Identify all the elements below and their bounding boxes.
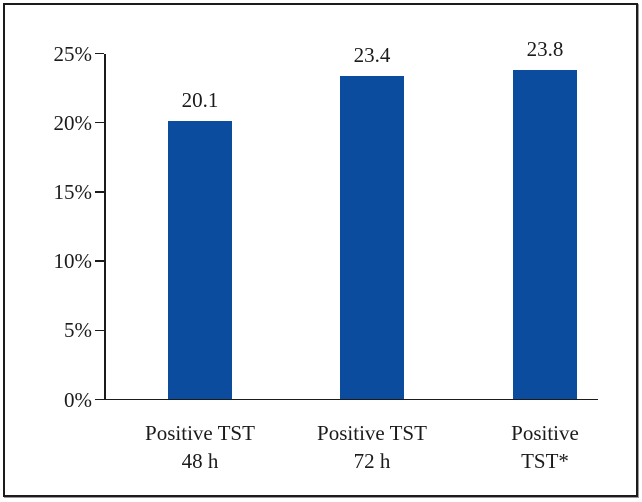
y-axis-tick: [95, 121, 104, 124]
x-axis-category-label-line: Positive TST: [317, 421, 427, 445]
x-axis-category-label-line: Positive: [511, 421, 579, 445]
x-axis-category-label: Positive TST*: [455, 419, 635, 475]
x-axis-category-label-line: TST*: [521, 449, 569, 473]
x-axis-category-label: Positive TST 72 h: [282, 419, 462, 475]
bar-3: [513, 70, 577, 400]
y-axis-tick: [95, 398, 104, 401]
y-axis-tick-label: 20%: [53, 110, 93, 135]
y-axis-line: [104, 54, 106, 400]
bar-2: [340, 75, 404, 400]
y-axis-tick-label: 25%: [53, 41, 93, 66]
x-axis-category-label: Positive TST 48 h: [110, 419, 290, 475]
y-axis-tick: [95, 260, 104, 262]
x-axis-category-label-line: Positive TST: [145, 421, 255, 445]
x-axis-category-label-line: 48 h: [181, 449, 219, 473]
bar-value-label: 23.4: [353, 42, 391, 67]
bar-value-label: 20.1: [181, 88, 219, 113]
bar-value-label: 23.8: [526, 37, 564, 62]
x-axis-category-label-line: 72 h: [353, 449, 391, 473]
y-axis-tick-label: 15%: [53, 179, 93, 204]
chart-border: [3, 3, 638, 497]
y-axis-tick-label: 5%: [64, 318, 92, 343]
y-axis-tick: [95, 329, 104, 332]
bar-1: [168, 121, 232, 400]
y-axis-tick: [95, 191, 104, 193]
y-axis-tick-label: 0%: [64, 387, 92, 412]
y-axis-tick-label: 10%: [53, 249, 93, 274]
y-axis-tick: [95, 52, 104, 55]
